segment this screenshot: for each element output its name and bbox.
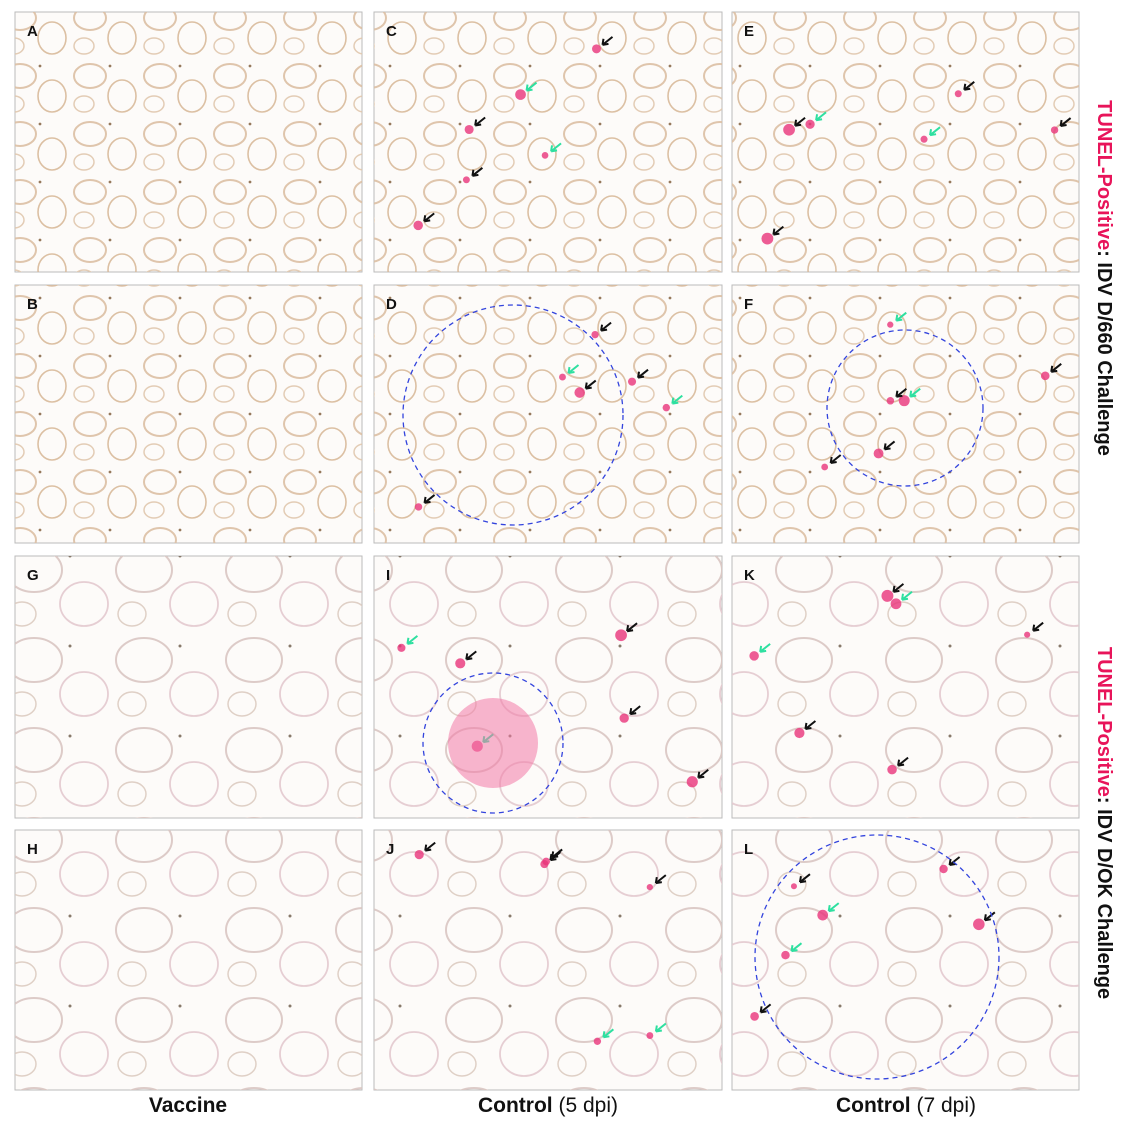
tunel-spot — [1024, 632, 1030, 638]
row-label: TUNEL-Positive: IDV D/OK Challenge — [1093, 647, 1115, 999]
panel-letter: A — [27, 23, 38, 40]
panel-letter: D — [386, 296, 397, 313]
tunel-spot — [413, 221, 423, 231]
panel-letter: L — [744, 841, 753, 858]
lesion — [448, 698, 538, 788]
panel-letter: H — [27, 841, 38, 858]
row-text: : IDV D/660 Challenge — [1093, 250, 1115, 456]
tissue-texture — [374, 556, 722, 818]
panel-letter: F — [744, 296, 753, 313]
tissue-texture — [732, 285, 1079, 543]
tunel-spot — [973, 919, 985, 931]
row-text: : IDV D/OK Challenge — [1093, 797, 1115, 999]
tunel-spot — [455, 658, 465, 668]
tunel-spot — [887, 397, 895, 405]
tunel-spot — [574, 387, 585, 398]
tissue-texture — [15, 830, 362, 1090]
tunel-spot — [397, 644, 405, 652]
tunel-spot — [415, 503, 422, 510]
column-label: Control (7 dpi) — [836, 1094, 976, 1117]
tissue-texture — [374, 830, 722, 1090]
tunel-spot — [874, 449, 884, 459]
tunel-spot — [887, 765, 897, 775]
tunel-spot — [939, 865, 947, 873]
tunel-spot — [628, 378, 636, 386]
tunel-spot — [1041, 372, 1050, 381]
panel-letter: B — [27, 296, 38, 313]
row-marker: TUNEL-Positive — [1093, 647, 1115, 797]
tunel-spot — [817, 910, 828, 921]
tunel-spot — [687, 776, 698, 787]
tunel-spot — [591, 331, 598, 338]
column-note: (5 dpi) — [558, 1094, 618, 1117]
column-title: Control — [836, 1094, 911, 1117]
tunel-spot — [750, 1012, 759, 1021]
tunel-spot — [594, 1038, 601, 1045]
tunel-spot — [647, 884, 653, 890]
tunel-spot — [646, 1032, 653, 1039]
tunel-spot — [663, 404, 670, 411]
panel-letter: I — [386, 567, 390, 584]
column-label: Control (5 dpi) — [478, 1094, 618, 1117]
tunel-spot — [415, 850, 424, 859]
tunel-spot — [794, 728, 804, 738]
tunel-spot — [921, 136, 928, 143]
tissue-texture — [374, 285, 722, 543]
tissue-texture — [15, 285, 362, 543]
tissue-texture — [15, 556, 362, 818]
tunel-spot — [465, 125, 474, 134]
tunel-spot — [559, 374, 566, 381]
tunel-spot — [881, 590, 893, 602]
column-label: Vaccine — [149, 1094, 227, 1117]
panel-letter: J — [386, 841, 394, 858]
tunel-spot — [891, 598, 902, 609]
panel-letter: G — [27, 567, 39, 584]
panel-letter: C — [386, 23, 397, 40]
panel-letter: E — [744, 23, 754, 40]
tunel-spot — [592, 44, 601, 53]
tunel-spot — [463, 176, 470, 183]
tissue-texture — [15, 12, 362, 272]
column-title: Control — [478, 1094, 553, 1117]
tunel-spot — [821, 464, 828, 471]
tunel-spot — [540, 860, 548, 868]
tissue-texture — [732, 12, 1079, 272]
row-marker: TUNEL-Positive — [1093, 100, 1115, 250]
tunel-spot — [761, 233, 773, 245]
tunel-spot — [749, 651, 759, 661]
figure: TUNEL-Positive: IDV D/660 Challenge TUNE… — [0, 0, 1123, 1127]
tunel-spot — [955, 90, 962, 97]
tunel-spot — [781, 951, 789, 959]
panel-letter: K — [744, 567, 755, 584]
tunel-spot — [615, 629, 627, 641]
tunel-spot — [887, 322, 893, 328]
tunel-spot — [1051, 126, 1058, 133]
column-note: (7 dpi) — [916, 1094, 976, 1117]
tissue-texture — [374, 12, 722, 272]
tunel-spot — [620, 713, 629, 722]
tunel-spot — [515, 89, 526, 100]
tissue-texture — [732, 556, 1079, 818]
tunel-spot — [805, 120, 814, 129]
tissue-texture — [732, 830, 1079, 1090]
row-label: TUNEL-Positive: IDV D/660 Challenge — [1093, 100, 1115, 456]
tunel-spot — [791, 883, 797, 889]
tunel-spot — [542, 152, 549, 159]
tunel-spot — [783, 124, 795, 136]
